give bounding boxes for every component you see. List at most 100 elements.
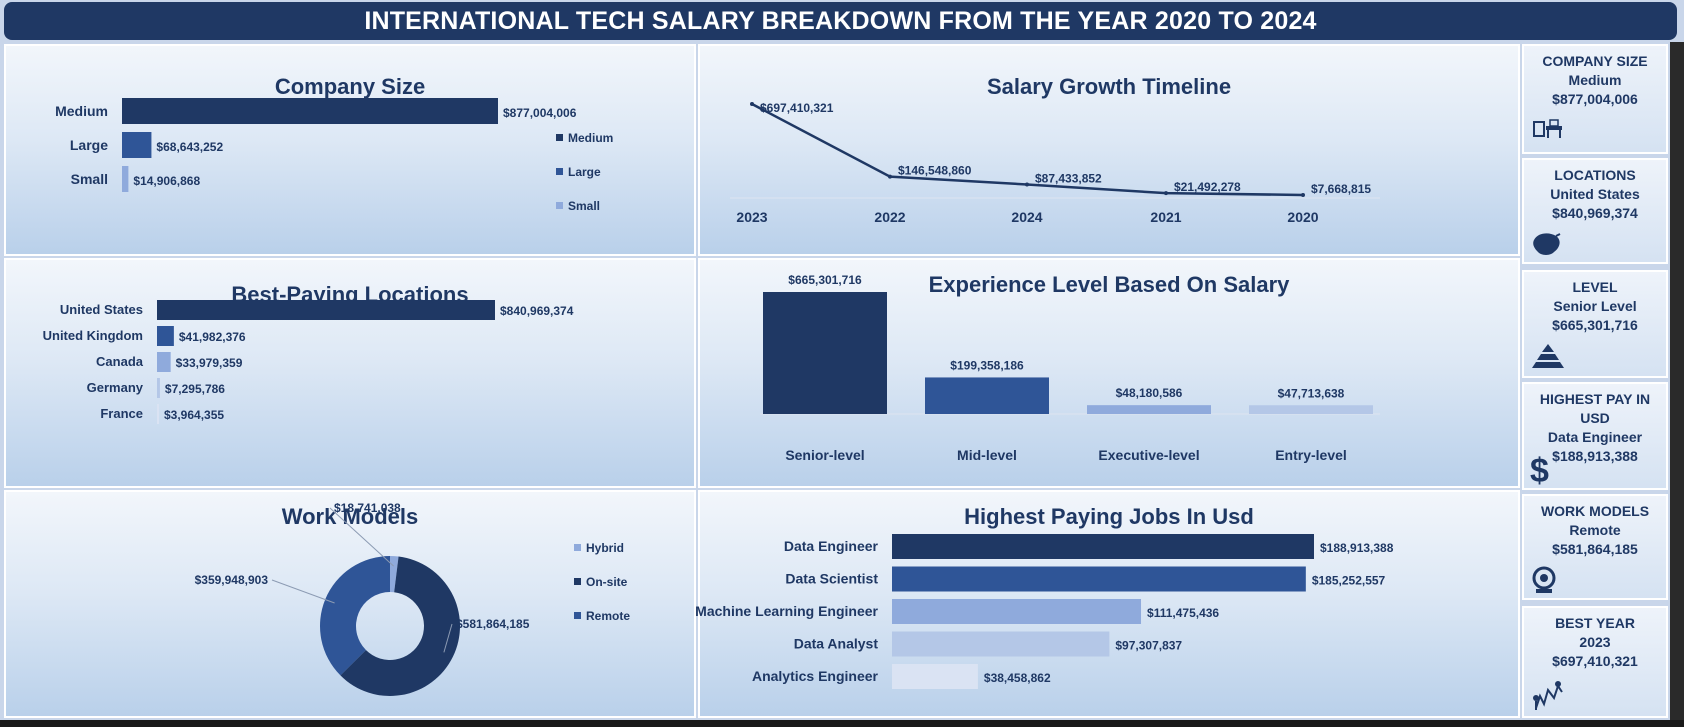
category-label: Analytics Engineer (752, 668, 879, 684)
bar (157, 378, 160, 398)
kpi-title: WORK MODELS (1540, 503, 1650, 519)
kpi-value: $665,301,716 (1552, 317, 1638, 333)
bar (892, 534, 1314, 559)
salary-timeline-title: Salary Growth Timeline (986, 74, 1232, 99)
kpi-work-models: WORK MODELS Remote $581,864,185 (1522, 494, 1668, 600)
data-label: $41,982,376 (179, 330, 246, 344)
bar (1249, 405, 1373, 414)
data-label: $48,180,586 (1116, 386, 1183, 400)
legend-label: On-site (586, 575, 628, 589)
kpi-label: Senior Level (1553, 298, 1637, 314)
kpi-label: Remote (1569, 522, 1621, 538)
data-label: $840,969,374 (500, 304, 574, 318)
data-label: $188,913,388 (1320, 541, 1394, 555)
salary-timeline-panel: Salary Growth Timeline 2023 $697,410,321 2… (698, 44, 1520, 256)
category-label: Data Engineer (784, 538, 879, 554)
legend-swatch (556, 168, 563, 175)
data-point (1164, 191, 1168, 196)
bar (157, 326, 174, 346)
category-label: Small (71, 171, 108, 187)
work-models-panel: Work Models $18,741,038 $581,864,185 $359,… (4, 490, 696, 718)
bar (892, 599, 1142, 624)
tick-label: 2024 (1011, 209, 1042, 225)
kpi-value: $840,969,374 (1552, 205, 1638, 221)
data-label: $665,301,716 (788, 273, 862, 287)
data-label: $185,252,557 (1312, 574, 1386, 588)
bar (892, 566, 1306, 592)
kpi-label: United States (1550, 186, 1640, 202)
bar (925, 377, 1049, 414)
data-label: $199,358,186 (950, 358, 1024, 372)
tick-label: Executive-level (1098, 447, 1199, 463)
experience-chart: $665,301,716 Senior-level $199,358,186 Mid-… (760, 273, 1380, 463)
kpi-title: COMPANY SIZE (1542, 53, 1648, 69)
tick-label: 2021 (1150, 209, 1181, 225)
dragon-icon (1533, 681, 1563, 710)
category-label: Medium (55, 103, 108, 119)
kpi-value: $581,864,185 (1552, 541, 1638, 557)
category-label: United Kingdom (43, 328, 143, 343)
kpi-title: HIGHEST PAY IN USD (1539, 391, 1651, 426)
category-label: Data Scientist (785, 571, 878, 587)
data-label: $38,458,862 (984, 671, 1051, 685)
dashboard-title: INTERNATIONAL TECH SALARY BREAKDOWN FROM… (4, 2, 1677, 40)
data-label: $33,979,359 (176, 356, 243, 370)
kpi-title: LEVEL (1572, 279, 1618, 295)
legend-label: Large (568, 165, 601, 179)
kpi-highest-pay: HIGHEST PAY IN USD Data Engineer $188,91… (1522, 382, 1668, 490)
company-size-chart: Medium $877,004,006 Large $68,643,252 Small $… (55, 98, 613, 213)
locations-panel: Best-Paying Locations United States $840,… (4, 258, 696, 488)
kpi-label: Data Engineer (1547, 429, 1643, 445)
bar (892, 631, 1110, 657)
kpi-title: LOCATIONS (1554, 167, 1636, 183)
data-label: $97,307,837 (1115, 639, 1182, 653)
bar (157, 352, 171, 372)
svg-text:$: $ (1530, 452, 1549, 490)
category-label: France (100, 406, 143, 421)
dollar-icon: $ (1530, 452, 1549, 490)
kpi-value: $188,913,388 (1552, 448, 1638, 464)
category-label: Germany (87, 380, 144, 395)
salary-timeline-chart: 2023 $697,410,321 2022 $146,548,860 2024 $87,… (730, 101, 1380, 225)
data-label: $21,492,278 (1174, 180, 1241, 194)
data-label: $7,295,786 (165, 382, 225, 396)
data-label: $7,668,815 (1311, 182, 1371, 196)
category-label: Large (70, 137, 108, 153)
legend-label: Remote (586, 609, 630, 623)
bar (1087, 405, 1211, 414)
tick-label: Mid-level (957, 447, 1017, 463)
kpi-best-year: BEST YEAR 2023 $697,410,321 (1522, 606, 1668, 718)
data-point (1025, 182, 1029, 187)
kpi-label: Medium (1568, 72, 1622, 88)
company-size-panel: Company Size Medium $877,004,006 Large $68,… (4, 44, 696, 256)
data-point (888, 174, 892, 179)
data-label: $68,643,252 (156, 140, 223, 154)
kpi-title: BEST YEAR (1555, 615, 1635, 631)
legend-label: Medium (568, 131, 613, 145)
map-icon (1533, 233, 1561, 255)
jobs-panel: Highest Paying Jobs In Usd Data Engineer… (695, 490, 1520, 718)
legend-swatch (574, 578, 581, 585)
leader-line (271, 579, 335, 604)
legend-label: Hybrid (586, 541, 624, 555)
data-label: $111,475,436 (1147, 606, 1219, 620)
data-label: $87,433,852 (1035, 171, 1102, 185)
bar (763, 292, 887, 414)
jobs-title: Highest Paying Jobs In Usd (964, 504, 1254, 529)
data-label: $697,410,321 (760, 101, 834, 115)
data-label: $47,713,638 (1278, 386, 1345, 400)
window-bottom-edge (0, 720, 1684, 727)
legend-swatch (556, 202, 563, 209)
category-label: Data Analyst (794, 636, 879, 652)
data-label: $146,548,860 (898, 164, 972, 178)
leader-line (443, 623, 453, 653)
jobs-chart: Data Engineer $188,913,388 Data Scientist $… (695, 534, 1394, 689)
data-point (750, 102, 754, 106)
kpi-level: LEVEL Senior Level $665,301,716 (1522, 270, 1668, 378)
work-models-title: Work Models (281, 504, 419, 529)
pyramid-icon (1532, 344, 1564, 368)
company-size-title: Company Size (274, 74, 426, 99)
data-label: $14,906,868 (133, 174, 200, 188)
legend-swatch (556, 134, 563, 141)
bar (122, 132, 152, 158)
